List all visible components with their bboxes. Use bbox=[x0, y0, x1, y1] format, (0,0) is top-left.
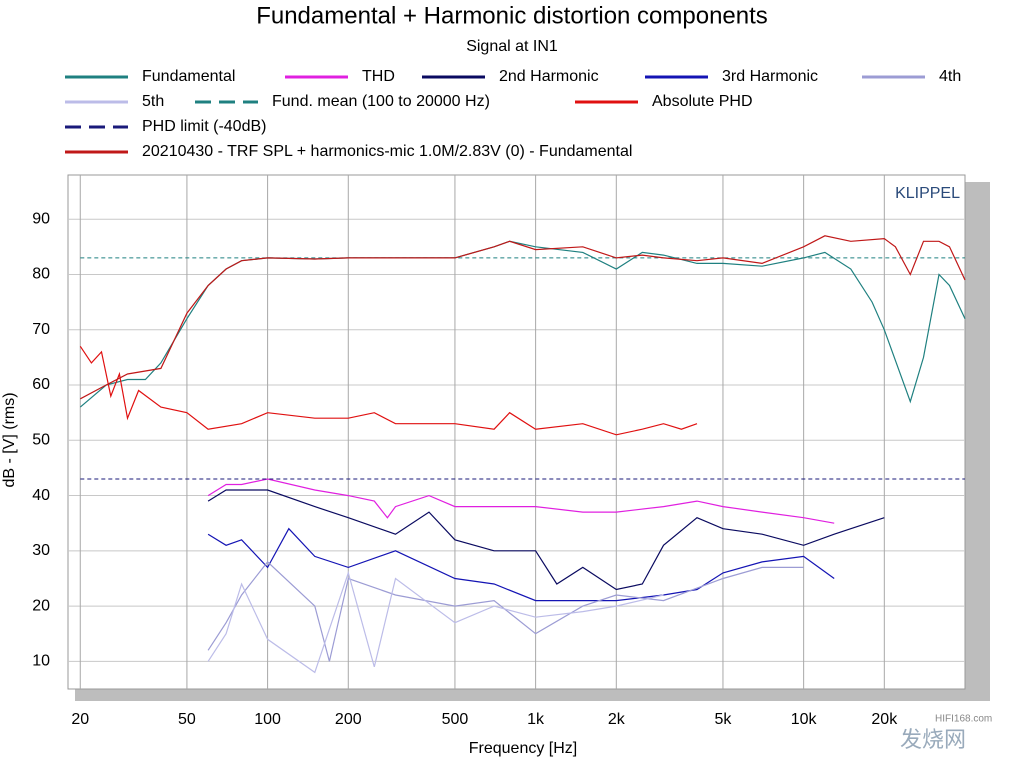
y-tick-label: 30 bbox=[32, 542, 50, 559]
legend-label: 3rd Harmonic bbox=[722, 68, 818, 85]
y-tick-label: 20 bbox=[32, 597, 50, 614]
x-tick-label: 500 bbox=[442, 711, 469, 728]
series-line bbox=[207, 478, 835, 524]
x-axis-label: Frequency [Hz] bbox=[469, 740, 577, 757]
y-tick-label: 50 bbox=[32, 432, 50, 449]
x-tick-label: 200 bbox=[335, 711, 362, 728]
x-tick-label: 1k bbox=[527, 711, 545, 728]
x-tick-label: 20k bbox=[871, 711, 898, 728]
y-tick-label: 70 bbox=[32, 321, 50, 338]
watermark: 发烧网 bbox=[900, 727, 966, 752]
y-tick-label: 80 bbox=[32, 266, 50, 283]
series-line bbox=[79, 240, 966, 408]
legend-label: 4th bbox=[939, 68, 961, 85]
chart-title: Fundamental + Harmonic distortion compon… bbox=[256, 2, 768, 29]
series-line bbox=[207, 570, 664, 674]
series-line bbox=[207, 561, 804, 662]
legend-label: Fund. mean (100 to 20000 Hz) bbox=[272, 93, 490, 110]
series-line bbox=[207, 527, 835, 602]
legend-label: 2nd Harmonic bbox=[499, 68, 599, 85]
x-tick-label: 20 bbox=[71, 711, 89, 728]
legend-label: Fundamental bbox=[142, 68, 235, 85]
x-tick-label: 2k bbox=[608, 711, 626, 728]
y-axis-label: dB - [V] (rms) bbox=[1, 392, 18, 487]
x-tick-label: 5k bbox=[715, 711, 733, 728]
chart-subtitle: Signal at IN1 bbox=[466, 38, 558, 55]
y-tick-label: 90 bbox=[32, 210, 50, 227]
legend-label: THD bbox=[362, 68, 395, 85]
y-tick-label: 60 bbox=[32, 376, 50, 393]
plot-area bbox=[67, 174, 966, 690]
legend-label: 5th bbox=[142, 93, 164, 110]
series-line bbox=[80, 235, 966, 400]
x-tick-label: 100 bbox=[254, 711, 281, 728]
legend-label: 20210430 - TRF SPL + harmonics-mic 1.0M/… bbox=[142, 143, 632, 160]
series-line bbox=[207, 489, 885, 591]
y-tick-label: 10 bbox=[32, 653, 50, 670]
annotation: KLIPPEL bbox=[895, 185, 960, 202]
legend-label: PHD limit (-40dB) bbox=[142, 118, 266, 135]
x-tick-label: 10k bbox=[791, 711, 818, 728]
legend-label: Absolute PHD bbox=[652, 93, 753, 110]
watermark: HIFI168.com bbox=[935, 714, 992, 725]
x-tick-label: 50 bbox=[178, 711, 196, 728]
y-tick-label: 40 bbox=[32, 487, 50, 504]
series-line bbox=[79, 345, 698, 436]
